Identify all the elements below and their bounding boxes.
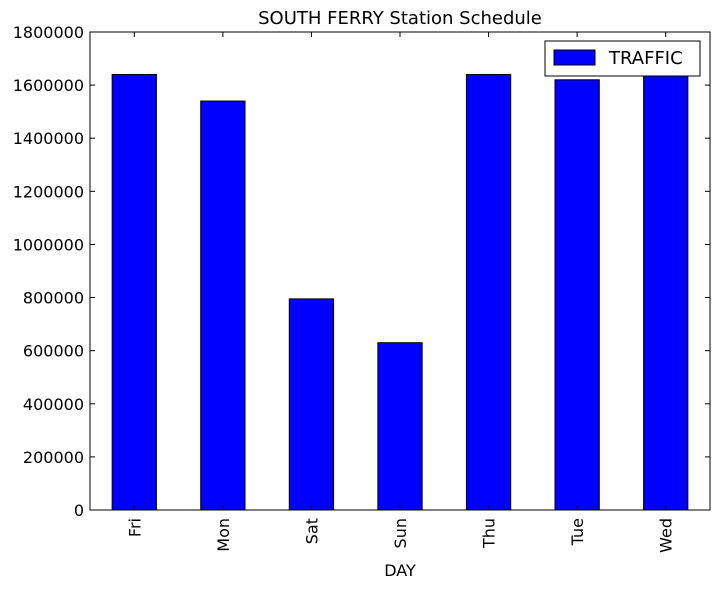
x-tick-label-tue: Tue <box>568 518 587 546</box>
bar-sun <box>377 342 423 511</box>
x-tick-label-fri: Fri <box>125 518 144 537</box>
chart-title: SOUTH FERRY Station Schedule <box>258 8 542 29</box>
legend-swatch-traffic <box>553 49 596 66</box>
x-tick-label-thu: Thu <box>480 518 499 549</box>
bar-wed <box>643 75 689 511</box>
legend: TRAFFIC <box>544 40 701 77</box>
x-tick-label-sat: Sat <box>302 518 321 544</box>
y-tick-label-1: 200000 <box>23 448 84 467</box>
x-tick-label-mon: Mon <box>214 518 233 552</box>
y-tick-label-6: 1200000 <box>13 182 84 201</box>
bar-tue <box>554 79 600 511</box>
bar-fri <box>111 73 157 511</box>
legend-label-traffic: TRAFFIC <box>608 48 683 69</box>
y-tick-label-5: 1000000 <box>13 235 84 254</box>
bar-sat <box>288 298 335 511</box>
y-tick-label-2: 400000 <box>23 395 84 414</box>
bar-mon <box>200 100 246 511</box>
x-tick-label-sun: Sun <box>391 518 410 548</box>
x-tick-label-wed: Wed <box>657 518 676 553</box>
y-tick-label-8: 1600000 <box>13 76 84 95</box>
plot-border <box>89 31 711 511</box>
bar-thu <box>465 73 512 511</box>
x-axis-label: DAY <box>384 561 416 580</box>
y-tick-label-0: 0 <box>74 501 84 520</box>
ticks-layer: Fri Mon Sat Sun Thu Tue Wed 0 200000 400000 600000… <box>13 23 710 553</box>
y-tick-label-4: 800000 <box>23 289 84 308</box>
bars-layer <box>111 73 689 511</box>
y-tick-label-3: 600000 <box>23 342 84 361</box>
y-tick-label-7: 1400000 <box>13 129 84 148</box>
y-tick-label-9: 1800000 <box>13 23 84 42</box>
